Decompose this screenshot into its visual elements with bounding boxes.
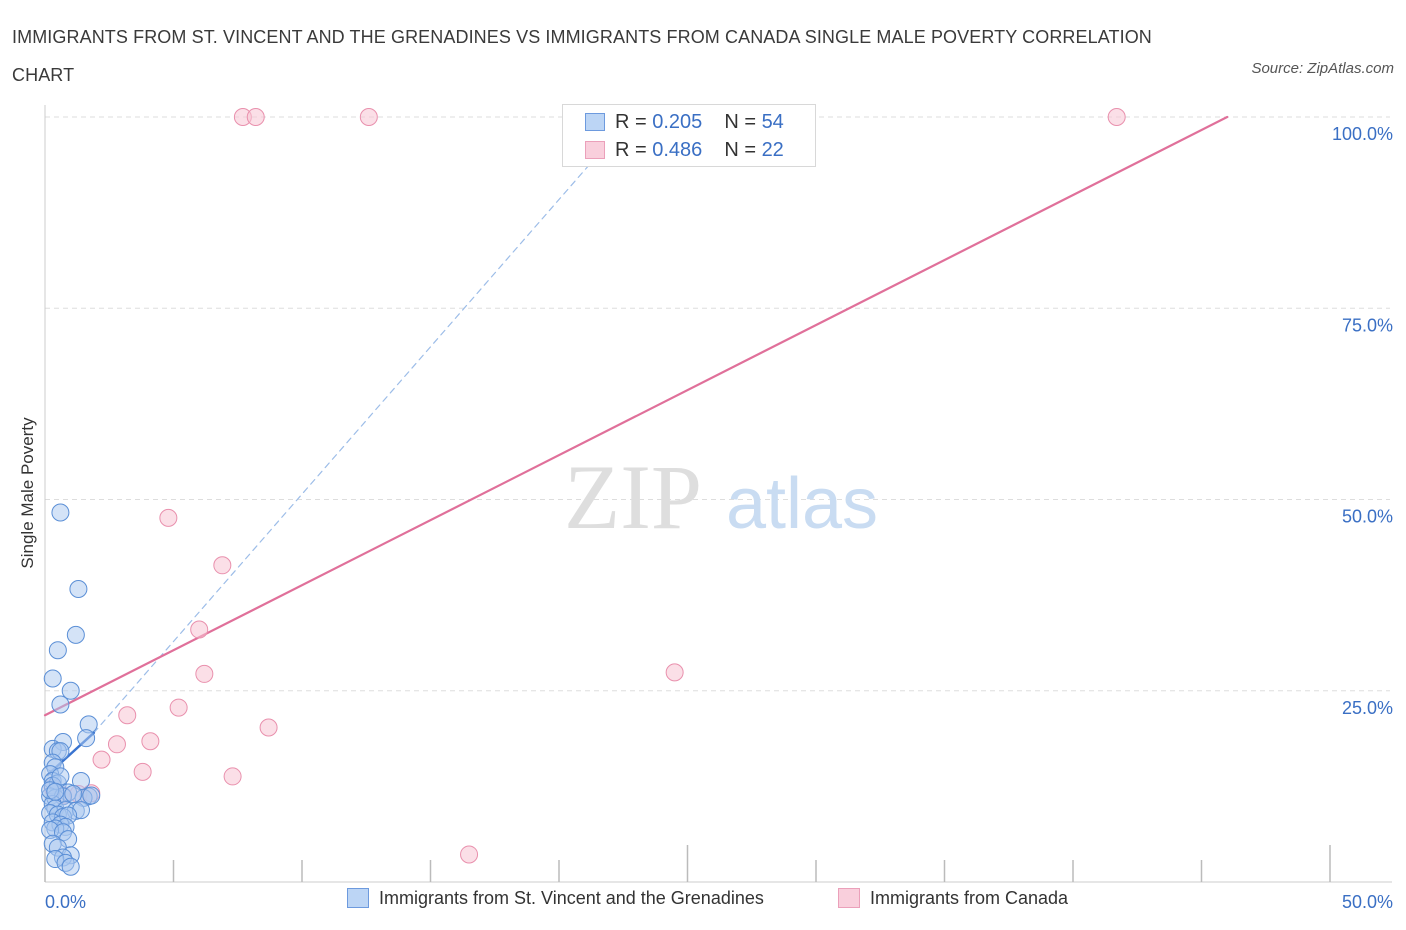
legend-row-stvincent: R = 0.205 N = 54: [585, 111, 784, 134]
point-stvincent: [64, 785, 83, 804]
chart-title: IMMIGRANTS FROM ST. VINCENT AND THE GREN…: [12, 27, 1152, 85]
point-stvincent: [61, 681, 80, 700]
point-canada: [213, 556, 232, 575]
point-stvincent: [69, 580, 88, 599]
x-tick-label: 50.0%: [1342, 892, 1393, 912]
watermark-zip: ZIP: [564, 446, 702, 548]
point-stvincent: [77, 729, 96, 748]
axes: [44, 105, 1392, 883]
r-value: 0.205: [652, 111, 703, 133]
point-canada: [169, 698, 188, 717]
x-tick-label: 0.0%: [45, 892, 86, 912]
point-canada: [246, 108, 265, 126]
gridlines: [45, 116, 1390, 692]
y-tick-label: 100.0%: [1332, 124, 1393, 144]
point-canada: [141, 732, 160, 751]
tick-labels: 25.0% 50.0% 75.0% 100.0% 0.0% 50.0%: [45, 124, 1393, 912]
point-canada: [665, 663, 684, 682]
legend-swatch-pink: [585, 141, 605, 159]
correlation-legend: R = 0.205 N = 54 R = 0.486 N = 22: [562, 104, 816, 167]
legend-label: Immigrants from St. Vincent and the Gren…: [379, 888, 764, 908]
legend-label: Immigrants from Canada: [870, 888, 1069, 908]
point-stvincent: [46, 782, 65, 801]
r-value: 0.486: [652, 139, 703, 161]
point-stvincent: [51, 503, 70, 522]
legend-swatch-pink: [838, 888, 860, 908]
legend-item-stvincent: Immigrants from St. Vincent and the Gren…: [347, 888, 764, 909]
y-tick-label: 50.0%: [1342, 507, 1393, 527]
point-stvincent: [82, 786, 101, 805]
point-canada: [159, 508, 178, 527]
point-canada: [460, 845, 479, 864]
watermark-atlas: atlas: [726, 464, 878, 544]
data-points: [41, 108, 1126, 876]
legend-row-canada: R = 0.486 N = 22: [585, 139, 784, 162]
point-canada: [107, 735, 126, 754]
legend-swatch-blue: [585, 113, 605, 131]
point-canada: [259, 718, 278, 737]
trend-line-stvincent-dashed: [93, 116, 632, 734]
point-canada: [1107, 108, 1126, 126]
y-tick-label: 75.0%: [1342, 315, 1393, 335]
point-canada: [359, 108, 378, 126]
n-value: 54: [761, 111, 784, 133]
trend-line-canada: [43, 115, 1229, 717]
point-canada: [92, 750, 111, 769]
n-value: 22: [761, 139, 784, 161]
source-label: Source: ZipAtlas.com: [1251, 60, 1394, 77]
point-stvincent: [48, 641, 67, 660]
point-canada: [118, 706, 137, 725]
point-stvincent: [51, 767, 70, 786]
point-canada: [195, 664, 214, 683]
legend-swatch-blue: [347, 888, 369, 908]
point-stvincent: [51, 695, 70, 714]
point-stvincent: [61, 857, 80, 876]
point-canada: [223, 767, 242, 786]
legend-item-canada: Immigrants from Canada: [838, 888, 1068, 909]
point-canada: [133, 762, 152, 781]
y-tick-label: 25.0%: [1342, 698, 1393, 718]
point-stvincent: [43, 669, 62, 688]
point-canada: [190, 620, 209, 639]
point-stvincent: [66, 625, 85, 644]
